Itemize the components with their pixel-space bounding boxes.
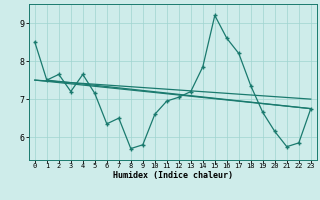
X-axis label: Humidex (Indice chaleur): Humidex (Indice chaleur) [113, 171, 233, 180]
